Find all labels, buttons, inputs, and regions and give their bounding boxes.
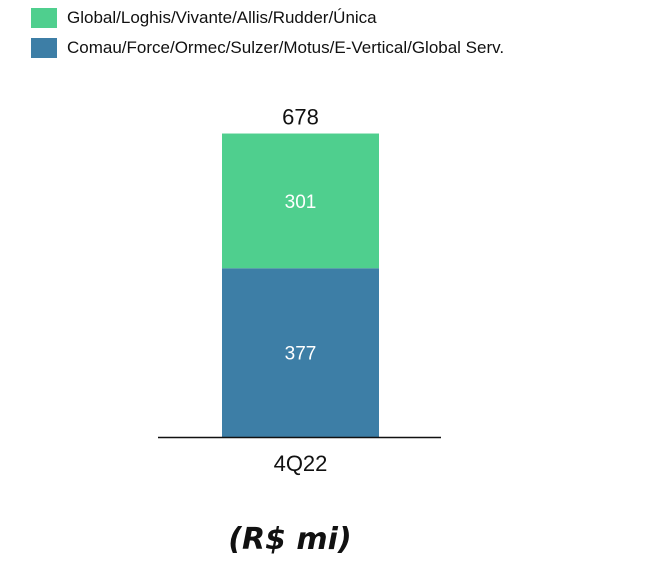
legend-item-comau-group: Comau/Force/Ormec/Sulzer/Motus/E-Vertica…	[31, 38, 504, 58]
x-tick-label: 4Q22	[274, 451, 328, 476]
total-label: 678	[282, 105, 319, 130]
legend-swatch-comau-group	[31, 38, 57, 58]
legend-label-global-group: Global/Loghis/Vivante/Allis/Rudder/Única	[67, 8, 377, 27]
legend-label-comau-group: Comau/Force/Ormec/Sulzer/Motus/E-Vertica…	[67, 38, 505, 57]
data-label-comau-group: 377	[285, 344, 317, 365]
unit-note: (R$ mi)	[228, 522, 352, 557]
legend-swatch-global-group	[31, 8, 57, 28]
chart-legend: Global/Loghis/Vivante/Allis/Rudder/Única…	[31, 8, 504, 68]
data-label-global-group: 301	[285, 192, 317, 213]
bar-segment-comau-group	[222, 268, 379, 437]
bar-segment-global-group	[222, 133, 379, 269]
legend-item-global-group: Global/Loghis/Vivante/Allis/Rudder/Única	[31, 8, 504, 28]
